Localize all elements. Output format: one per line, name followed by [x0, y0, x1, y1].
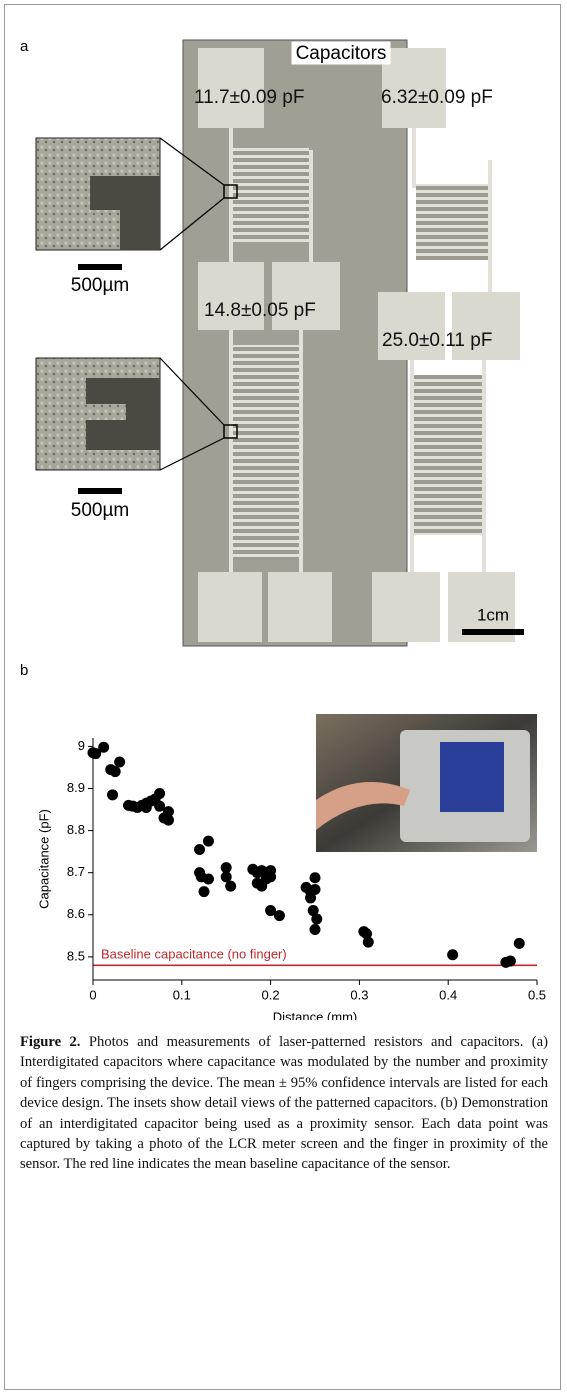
data-point — [310, 884, 321, 895]
data-point — [199, 886, 210, 897]
y-tick-label: 8.6 — [67, 906, 85, 921]
scale-label: 500µm — [71, 275, 129, 296]
scale-label: 1cm — [477, 605, 509, 624]
y-tick-label: 9 — [78, 738, 85, 753]
caption: Figure 2. Photos and measurements of las… — [20, 1032, 548, 1175]
lcr-screen — [440, 742, 504, 812]
data-point — [505, 956, 516, 967]
y-tick-label: 8.9 — [67, 780, 85, 795]
data-point — [203, 836, 214, 847]
x-tick-label: 0.3 — [350, 987, 368, 1002]
capacitance-label: 14.8±0.05 pF — [204, 300, 316, 321]
data-point — [203, 873, 214, 884]
data-point — [363, 937, 374, 948]
y-tick-label: 8.7 — [67, 864, 85, 879]
x-tick-label: 0.2 — [262, 987, 280, 1002]
caption-text: Photos and measurements of laser-pattern… — [20, 1034, 548, 1172]
y-tick-label: 8.5 — [67, 948, 85, 963]
capacitance-label: 6.32±0.09 pF — [381, 87, 493, 108]
data-point — [447, 949, 458, 960]
data-point — [265, 871, 276, 882]
scale-bar — [78, 488, 122, 494]
scale-bar — [462, 629, 524, 635]
figure: a Capacitors 11.7±0.09 pF 6.32±0.09 pF 1… — [0, 0, 567, 1020]
x-tick-label: 0.1 — [173, 987, 191, 1002]
data-point — [310, 872, 321, 883]
caption-label: Figure 2. — [20, 1034, 80, 1050]
page: a Capacitors 11.7±0.09 pF 6.32±0.09 pF 1… — [0, 0, 567, 1396]
scale-bar — [78, 264, 122, 270]
data-point — [310, 924, 321, 935]
x-axis-label: Distance (mm) — [273, 1009, 358, 1020]
x-tick-label: 0 — [89, 987, 96, 1002]
panel-label: a — [20, 38, 29, 55]
scale-label: 500µm — [71, 500, 129, 521]
panel-label: b — [20, 662, 28, 679]
data-point — [154, 788, 165, 799]
data-point — [256, 881, 267, 892]
data-point — [107, 789, 118, 800]
data-point — [98, 742, 109, 753]
data-point — [114, 756, 125, 767]
data-point — [141, 802, 152, 813]
data-point — [274, 910, 285, 921]
baseline-label: Baseline capacitance (no finger) — [101, 947, 287, 962]
data-point — [311, 913, 322, 924]
photo-title: Capacitors — [296, 43, 387, 64]
data-point — [514, 938, 525, 949]
y-axis-label: Capacitance (pF) — [36, 809, 51, 909]
x-tick-label: 0.5 — [528, 987, 546, 1002]
capacitance-label: 25.0±0.11 pF — [382, 330, 492, 351]
data-point — [194, 844, 205, 855]
capacitance-label: 11.7±0.09 pF — [194, 87, 304, 108]
x-tick-label: 0.4 — [439, 987, 457, 1002]
y-tick-label: 8.8 — [67, 822, 85, 837]
data-point — [110, 766, 121, 777]
data-point — [163, 806, 174, 817]
data-point — [225, 881, 236, 892]
